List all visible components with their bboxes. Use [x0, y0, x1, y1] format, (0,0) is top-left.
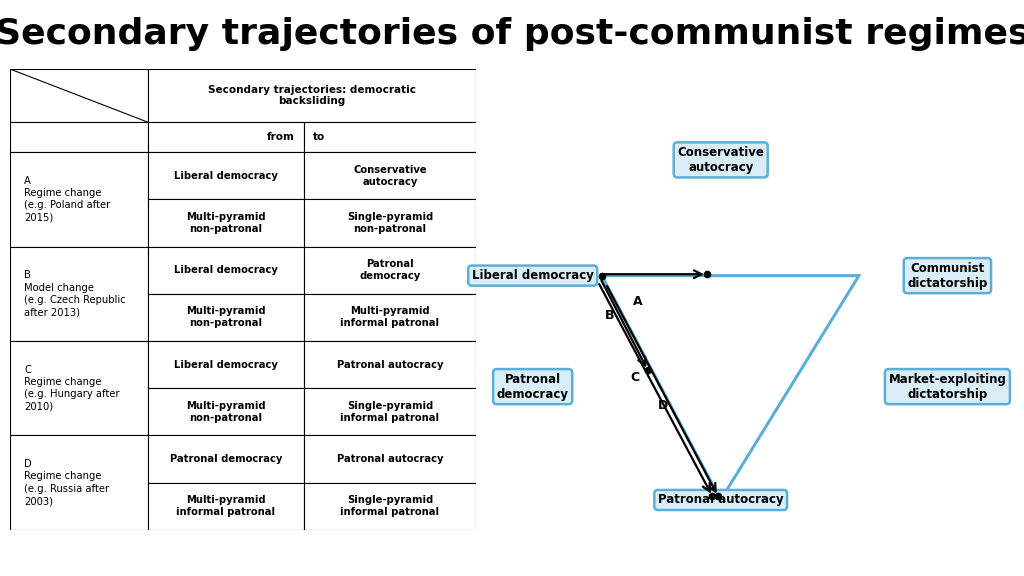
Bar	[304, 152, 476, 199]
Text: Multi-pyramid
informal patronal: Multi-pyramid informal patronal	[340, 306, 439, 328]
Bar	[147, 388, 304, 435]
Text: B: B	[605, 309, 614, 322]
Bar	[147, 483, 304, 530]
Text: Liberal democracy: Liberal democracy	[174, 359, 278, 370]
Text: Conservative
autocracy: Conservative autocracy	[677, 146, 764, 174]
Text: C
Regime change
(e.g. Hungary after
2010): C Regime change (e.g. Hungary after 2010…	[25, 365, 120, 412]
Text: C: C	[631, 371, 640, 384]
Text: D: D	[657, 399, 668, 412]
Bar	[147, 247, 304, 294]
Bar	[10, 435, 147, 530]
Text: Patronal autocracy: Patronal autocracy	[337, 454, 443, 464]
Text: Single-pyramid
informal patronal: Single-pyramid informal patronal	[340, 401, 439, 423]
Bar	[147, 199, 304, 247]
Text: Single-pyramid
informal patronal: Single-pyramid informal patronal	[340, 495, 439, 517]
Text: Secondary trajectories: democratic
backsliding: Secondary trajectories: democratic backs…	[208, 85, 416, 107]
Bar	[304, 247, 476, 294]
Bar	[147, 294, 304, 341]
Text: Patronal
democracy: Patronal democracy	[497, 373, 568, 401]
Text: Multi-pyramid
non-patronal: Multi-pyramid non-patronal	[186, 401, 265, 423]
Bar	[10, 152, 147, 247]
Text: Multi-pyramid
non-patronal: Multi-pyramid non-patronal	[186, 306, 265, 328]
Bar	[304, 435, 476, 483]
Bar	[147, 122, 304, 152]
Bar	[304, 483, 476, 530]
Bar	[304, 341, 476, 388]
Text: A: A	[633, 295, 642, 308]
Bar	[147, 435, 304, 483]
Text: Patronal
democracy: Patronal democracy	[359, 259, 421, 281]
Bar	[10, 341, 147, 435]
Bar	[10, 247, 147, 341]
Bar	[10, 122, 147, 152]
Text: D
Regime change
(e.g. Russia after
2003): D Regime change (e.g. Russia after 2003)	[25, 459, 110, 506]
Bar	[10, 69, 147, 122]
Text: Liberal democracy: Liberal democracy	[174, 170, 278, 181]
Bar	[147, 341, 304, 388]
Text: Conservative
autocracy: Conservative autocracy	[353, 165, 427, 187]
Text: Patronal autocracy: Patronal autocracy	[657, 494, 783, 506]
Bar	[147, 69, 476, 122]
Bar	[147, 152, 304, 199]
Text: Multi-pyramid
non-patronal: Multi-pyramid non-patronal	[186, 212, 265, 234]
Bar	[304, 199, 476, 247]
Text: B
Model change
(e.g. Czech Republic
after 2013): B Model change (e.g. Czech Republic afte…	[25, 270, 126, 317]
Bar	[304, 122, 476, 152]
Bar	[304, 388, 476, 435]
Text: Liberal democracy: Liberal democracy	[174, 265, 278, 275]
Text: Patronal autocracy: Patronal autocracy	[337, 359, 443, 370]
Text: Patronal democracy: Patronal democracy	[170, 454, 282, 464]
Text: Liberal democracy: Liberal democracy	[472, 269, 594, 282]
Text: Market-exploiting
dictatorship: Market-exploiting dictatorship	[889, 373, 1007, 401]
Text: from: from	[266, 132, 295, 142]
Text: Single-pyramid
non-patronal: Single-pyramid non-patronal	[347, 212, 433, 234]
Text: Communist
dictatorship: Communist dictatorship	[907, 262, 987, 290]
Text: to: to	[313, 132, 326, 142]
Text: Multi-pyramid
informal patronal: Multi-pyramid informal patronal	[176, 495, 275, 517]
Text: Secondary trajectories of post-communist regimes: Secondary trajectories of post-communist…	[0, 17, 1024, 51]
Text: A
Regime change
(e.g. Poland after
2015): A Regime change (e.g. Poland after 2015)	[25, 176, 111, 223]
Bar	[304, 294, 476, 341]
